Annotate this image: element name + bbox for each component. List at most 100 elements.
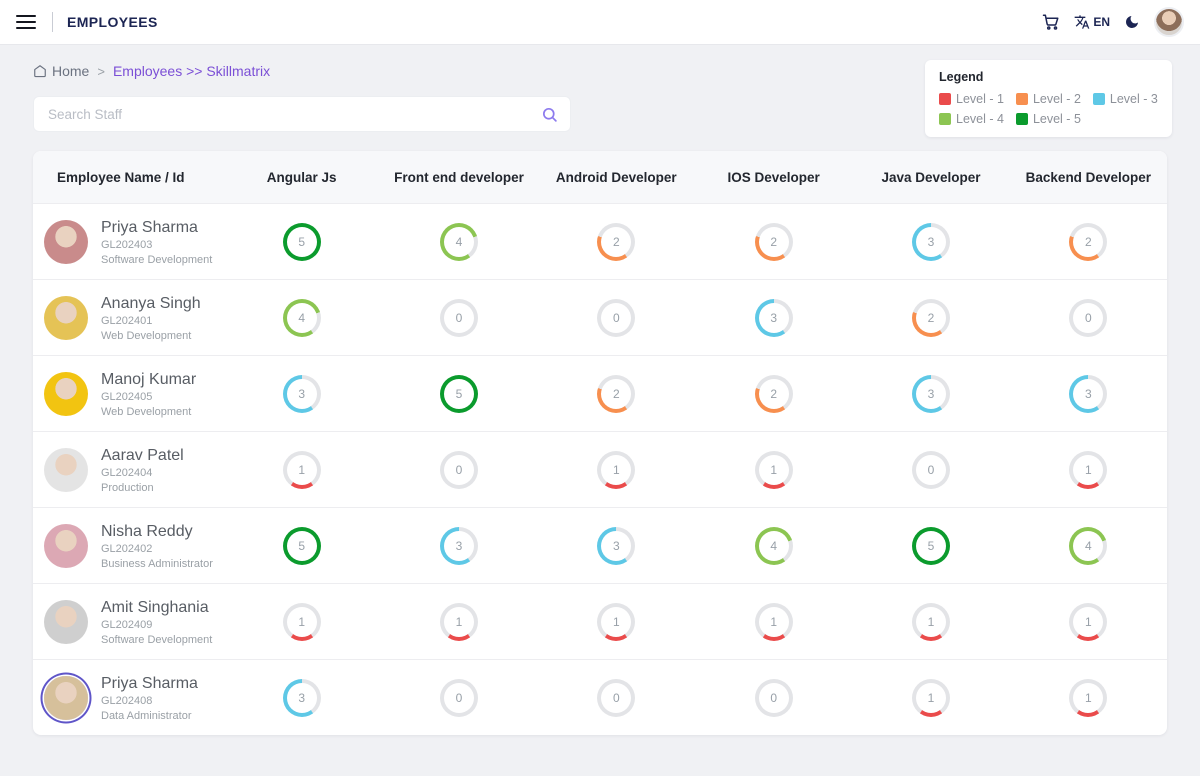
legend-swatch	[1092, 93, 1105, 105]
avatar	[44, 219, 88, 264]
skill-level-value: 1	[286, 606, 317, 637]
skill-cell: 3	[852, 374, 1009, 413]
skill-cell: 0	[1010, 298, 1167, 337]
header-cell: Java Developer	[881, 169, 981, 185]
skill-level-value: 1	[758, 606, 789, 637]
employee-department: Data Administrator	[101, 709, 192, 722]
hamburger-menu-icon[interactable]	[16, 15, 36, 29]
legend-item: Level - 2	[1015, 92, 1081, 106]
skill-cell: 2	[538, 374, 695, 413]
skill-level-value: 2	[601, 378, 632, 409]
skill-cell: 0	[852, 450, 1009, 489]
employee-id: GL202401	[101, 314, 153, 327]
employee-name: Amit Singhania	[101, 598, 209, 616]
skill-level-ring: 1	[1069, 678, 1108, 717]
header-cell: Backend Developer	[1025, 169, 1151, 185]
skill-level-ring: 0	[1069, 298, 1108, 337]
breadcrumb-home-label: Home	[52, 63, 90, 79]
skill-level-value: 2	[758, 226, 789, 257]
home-icon	[33, 64, 47, 78]
skill-cell: 1	[1010, 678, 1167, 717]
legend-items: Level - 1 Level - 2 Level - 3 Level - 4 Leve…	[939, 92, 1158, 126]
skill-level-value: 5	[286, 530, 317, 561]
skill-level-value: 3	[915, 226, 946, 257]
skill-level-value: 0	[758, 682, 789, 713]
breadcrumb-separator: >	[97, 63, 105, 79]
skill-level-ring: 1	[754, 450, 793, 489]
legend-swatch	[939, 93, 951, 105]
skill-level-value: 2	[1073, 226, 1104, 257]
skill-level-value: 2	[601, 226, 632, 257]
skill-level-value: 1	[915, 682, 946, 713]
skill-cell: 0	[695, 678, 852, 717]
translate-icon	[1074, 14, 1090, 30]
skill-cell: 3	[223, 678, 380, 717]
skill-level-ring: 2	[1069, 222, 1108, 261]
search-icon[interactable]	[541, 106, 558, 123]
skill-cell: 5	[852, 526, 1009, 565]
search-input[interactable]	[48, 106, 541, 122]
breadcrumb-home[interactable]: Home	[33, 63, 89, 79]
skill-cell: 2	[538, 222, 695, 261]
table-row[interactable]: Aarav Patel GL202404 Production 1 0 1 1 0 1	[33, 431, 1167, 507]
table-row[interactable]: Nisha Reddy GL202402 Business Administrato…	[33, 507, 1167, 583]
skill-level-value: 1	[1073, 454, 1104, 485]
avatar	[44, 675, 88, 720]
skill-level-value: 4	[286, 302, 317, 333]
legend-item: Level - 4	[939, 112, 1004, 126]
table-row[interactable]: Manoj Kumar GL202405 Web Development 3 5 2 2 3 3	[33, 355, 1167, 431]
skill-cell: 0	[538, 678, 695, 717]
title-divider	[52, 12, 53, 32]
skill-cell: 3	[695, 298, 852, 337]
skill-level-value: 3	[601, 530, 632, 561]
skill-cell: 1	[223, 602, 380, 641]
skill-level-ring: 0	[439, 678, 478, 717]
main-content: Home > Employees >> Skillmatrix Legend L…	[0, 45, 1200, 735]
skill-level-value: 5	[286, 226, 317, 257]
employee-cell: Nisha Reddy GL202402 Business Administrato…	[33, 522, 223, 570]
skill-level-ring: 3	[754, 298, 793, 337]
skill-cell: 3	[223, 374, 380, 413]
user-avatar[interactable]	[1154, 7, 1184, 37]
employee-department: Software Development	[101, 253, 213, 266]
skill-level-ring: 0	[754, 678, 793, 717]
breadcrumb-current[interactable]: Employees >> Skillmatrix	[112, 63, 271, 79]
table-row[interactable]: Priya Sharma GL202408 Data Administrator 3 0…	[33, 659, 1167, 735]
skill-level-ring: 1	[1069, 602, 1108, 641]
skill-level-value: 0	[601, 682, 632, 713]
employee-name: Ananya Singh	[101, 294, 201, 312]
legend-label: Level - 3	[1109, 92, 1158, 106]
skill-level-value: 4	[758, 530, 789, 561]
employee-cell: Aarav Patel GL202404 Production	[33, 446, 223, 494]
skill-cell: 4	[223, 298, 380, 337]
table-row[interactable]: Priya Sharma GL202403 Software Development…	[33, 203, 1167, 279]
employee-name: Priya Sharma	[101, 218, 198, 236]
skill-level-ring: 3	[911, 374, 950, 413]
cart-icon[interactable]	[1042, 13, 1060, 31]
skill-level-ring: 5	[439, 374, 478, 413]
skill-cell: 1	[223, 450, 380, 489]
moon-icon[interactable]	[1124, 14, 1140, 30]
header-cell: Android Developer	[555, 169, 677, 185]
legend-label: Level - 5	[1032, 112, 1081, 126]
skill-level-ring: 3	[597, 526, 636, 565]
skill-level-ring: 3	[1069, 374, 1108, 413]
table-row[interactable]: Ananya Singh GL202401 Web Development 4 0 0 3 2…	[33, 279, 1167, 355]
skill-level-ring: 3	[911, 222, 950, 261]
skill-matrix-table: Employee Name / Id Angular Js Front end de…	[33, 151, 1167, 735]
skill-level-value: 5	[915, 530, 946, 561]
skill-level-value: 3	[758, 302, 789, 333]
topbar: EMPLOYEES EN	[0, 0, 1200, 45]
skill-level-value: 1	[286, 454, 317, 485]
skill-cell: 2	[852, 298, 1009, 337]
skill-level-ring: 1	[439, 602, 478, 641]
language-selector[interactable]: EN	[1074, 14, 1110, 30]
table-row[interactable]: Amit Singhania GL202409 Software Developme…	[33, 583, 1167, 659]
skill-cell: 1	[852, 602, 1009, 641]
legend-swatch	[939, 113, 951, 125]
legend-item: Level - 3	[1092, 92, 1158, 106]
employee-department: Production	[101, 481, 154, 494]
legend-label: Level - 1	[956, 92, 1004, 106]
skill-level-ring: 3	[282, 374, 321, 413]
skill-level-value: 0	[443, 302, 474, 333]
